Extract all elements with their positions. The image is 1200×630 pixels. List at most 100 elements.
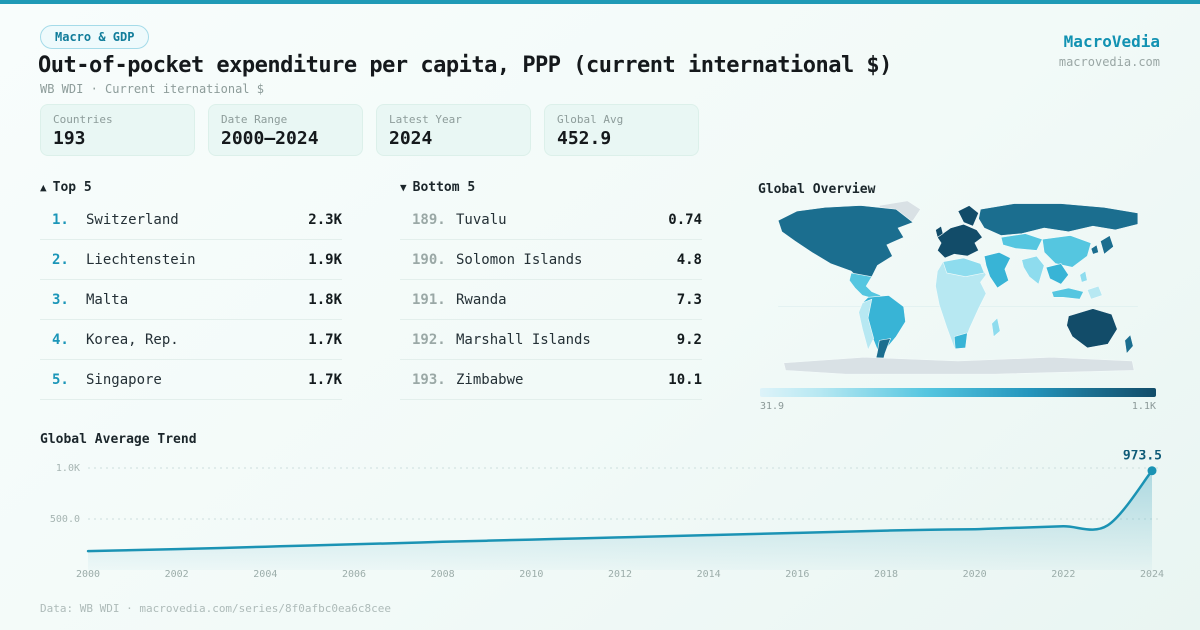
map-region-south-africa xyxy=(953,332,968,350)
triangle-up-icon: ▲ xyxy=(40,181,47,194)
bottom5-header: ▼ Bottom 5 xyxy=(400,180,702,200)
list-item: 193. Zimbabwe 10.1 xyxy=(400,360,702,400)
stat-card-latest-year: Latest Year 2024 xyxy=(376,104,531,156)
rank-label: 1. xyxy=(52,211,69,228)
x-tick-label: 2016 xyxy=(785,569,809,580)
stat-cards: Countries 193 Date Range 2000—2024 Lates… xyxy=(40,104,699,156)
map-region-southeast-asia xyxy=(1045,263,1069,285)
rank-label: 5. xyxy=(52,371,69,388)
country-value: 7.3 xyxy=(676,291,702,308)
stat-label: Global Avg xyxy=(557,113,624,126)
rank-label: 190. xyxy=(412,251,446,268)
map-region-central-asia xyxy=(1000,233,1043,251)
stat-value: 2024 xyxy=(389,128,433,149)
map-region-korea xyxy=(1090,244,1099,255)
trend-area-fill xyxy=(88,470,1152,570)
map-region-antarctica xyxy=(783,356,1135,375)
map-region-australia xyxy=(1066,308,1118,349)
map-region-north-america xyxy=(777,205,914,281)
stat-card-countries: Countries 193 xyxy=(40,104,195,156)
x-tick-label: 2022 xyxy=(1051,569,1075,580)
map-region-united-kingdom xyxy=(935,225,944,238)
brand-name[interactable]: MacroVedia xyxy=(1063,32,1160,51)
y-tick-label: 1.0K xyxy=(56,463,80,474)
x-tick-label: 2006 xyxy=(342,569,366,580)
world-choropleth-map xyxy=(777,200,1139,375)
stat-label: Date Range xyxy=(221,113,288,126)
list-item: 1. Switzerland 2.3K xyxy=(40,200,342,240)
map-region-new-zealand xyxy=(1124,334,1134,355)
country-name: Tuvalu xyxy=(456,211,507,228)
country-value: 1.9K xyxy=(308,251,342,268)
map-region-china xyxy=(1041,235,1092,268)
legend-min-label: 31.9 xyxy=(760,401,785,412)
map-region-philippines xyxy=(1079,270,1088,283)
top-accent-bar xyxy=(0,0,1200,4)
map-region-papua xyxy=(1086,285,1103,300)
map-region-europe xyxy=(937,223,983,259)
global-overview-panel: Global Overview 31.9 1.1K xyxy=(758,182,1158,422)
country-name: Liechtenstein xyxy=(86,251,196,268)
map-region-south-america-west xyxy=(858,298,874,351)
map-title: Global Overview xyxy=(758,182,876,197)
map-region-india xyxy=(1021,255,1045,285)
trend-line-chart: 1.0K 500.0 973.5 2000 2002 2004 2006 2008 2010 20… xyxy=(50,450,1164,580)
legend-max-label: 1.1K xyxy=(1131,401,1156,412)
map-region-africa xyxy=(935,257,987,349)
country-name: Solomon Islands xyxy=(456,251,583,268)
list-item: 4. Korea, Rep. 1.7K xyxy=(40,320,342,360)
trend-line xyxy=(86,469,1154,553)
rank-label: 189. xyxy=(412,211,446,228)
bottom5-header-label: Bottom 5 xyxy=(412,180,476,195)
x-tick-label: 2000 xyxy=(76,569,100,580)
rank-label: 191. xyxy=(412,291,446,308)
country-name: Korea, Rep. xyxy=(86,331,179,348)
list-item: 189. Tuvalu 0.74 xyxy=(400,200,702,240)
x-tick-label: 2014 xyxy=(697,569,721,580)
top5-list: ▲ Top 5 1. Switzerland 2.3K 2. Liechtenst… xyxy=(40,180,342,400)
brand: MacroVedia macrovedia.com xyxy=(1059,32,1160,69)
map-region-middle-east xyxy=(983,252,1011,289)
rank-label: 3. xyxy=(52,291,69,308)
country-name: Marshall Islands xyxy=(456,331,591,348)
list-item: 5. Singapore 1.7K xyxy=(40,360,342,400)
map-region-scandinavia xyxy=(957,205,979,227)
x-tick-label: 2020 xyxy=(963,569,987,580)
choropleth-color-scale xyxy=(760,388,1156,397)
stat-value: 2000—2024 xyxy=(221,128,319,149)
stat-value: 193 xyxy=(53,128,86,149)
y-tick-label: 500.0 xyxy=(50,514,80,525)
list-item: 2. Liechtenstein 1.9K xyxy=(40,240,342,280)
x-tick-label: 2004 xyxy=(253,569,277,580)
stat-card-global-avg: Global Avg 452.9 xyxy=(544,104,699,156)
x-tick-label: 2012 xyxy=(608,569,632,580)
trend-end-value-label: 973.5 xyxy=(1123,450,1162,464)
top5-header: ▲ Top 5 xyxy=(40,180,342,200)
rank-label: 4. xyxy=(52,331,69,348)
country-value: 9.2 xyxy=(676,331,702,348)
list-item: 191. Rwanda 7.3 xyxy=(400,280,702,320)
country-name: Switzerland xyxy=(86,211,179,228)
map-region-madagascar xyxy=(991,317,1001,338)
footer-series-link[interactable]: macrovedia.com/series/8f0afbc0ea6c8cee xyxy=(139,602,392,615)
stat-card-date-range: Date Range 2000—2024 xyxy=(208,104,363,156)
stat-value: 452.9 xyxy=(557,128,612,149)
list-item: 3. Malta 1.8K xyxy=(40,280,342,320)
trend-endpoint-dot xyxy=(1147,466,1157,476)
stat-label: Countries xyxy=(53,113,113,126)
x-tick-label: 2010 xyxy=(519,569,543,580)
top5-header-label: Top 5 xyxy=(52,180,92,195)
x-tick-label: 2024 xyxy=(1140,569,1164,580)
footer-source-label: Data: WB WDI · xyxy=(40,602,140,615)
brand-domain[interactable]: macrovedia.com xyxy=(1058,55,1160,69)
rank-label: 2. xyxy=(52,251,69,268)
country-value: 2.3K xyxy=(308,211,342,228)
footer: Data: WB WDI · macrovedia.com/series/8f0… xyxy=(40,602,391,615)
page-subtitle: WB WDI · Current iternational $ xyxy=(40,82,264,96)
category-badge[interactable]: Macro & GDP xyxy=(40,25,150,49)
country-value: 4.8 xyxy=(676,251,702,268)
country-value: 10.1 xyxy=(668,371,702,388)
stat-label: Latest Year xyxy=(389,113,462,126)
country-name: Malta xyxy=(86,291,129,308)
country-name: Singapore xyxy=(86,371,162,388)
